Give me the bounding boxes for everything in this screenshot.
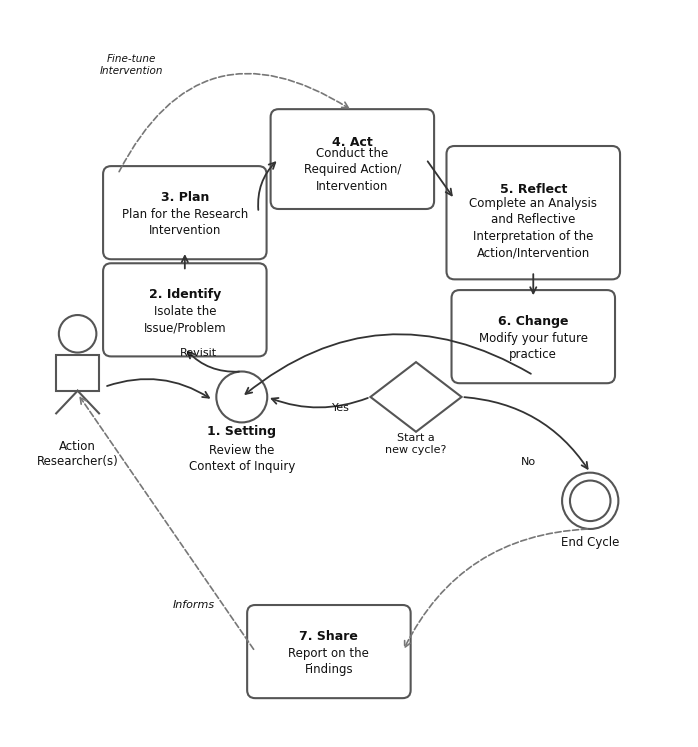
FancyBboxPatch shape	[452, 290, 615, 383]
Circle shape	[562, 473, 618, 529]
Text: 1. Setting: 1. Setting	[207, 425, 276, 438]
FancyBboxPatch shape	[56, 355, 99, 391]
Text: Review the
Context of Inquiry: Review the Context of Inquiry	[188, 444, 295, 474]
Text: Conduct the
Required Action/
Intervention: Conduct the Required Action/ Interventio…	[304, 147, 401, 193]
Text: End Cycle: End Cycle	[561, 536, 619, 549]
Text: Modify your future
practice: Modify your future practice	[479, 332, 588, 362]
Text: Fine-tune
Intervention: Fine-tune Intervention	[100, 55, 163, 76]
Text: Report on the
Findings: Report on the Findings	[288, 647, 369, 676]
Circle shape	[216, 371, 267, 422]
Text: Start a
new cycle?: Start a new cycle?	[385, 433, 447, 455]
Circle shape	[59, 315, 96, 353]
Text: Plan for the Research
Intervention: Plan for the Research Intervention	[121, 208, 248, 238]
FancyBboxPatch shape	[103, 166, 267, 259]
Circle shape	[570, 480, 611, 521]
Text: Complete an Analysis
and Reflective
Interpretation of the
Action/Intervention: Complete an Analysis and Reflective Inte…	[469, 196, 597, 259]
Text: Informs: Informs	[172, 600, 214, 610]
Text: 7. Share: 7. Share	[299, 630, 358, 642]
Text: Yes: Yes	[332, 403, 350, 412]
FancyBboxPatch shape	[447, 146, 620, 279]
FancyBboxPatch shape	[247, 605, 410, 698]
Text: 3. Plan: 3. Plan	[161, 190, 209, 204]
Text: 5. Reflect: 5. Reflect	[500, 183, 567, 196]
FancyBboxPatch shape	[103, 263, 267, 356]
Text: No: No	[521, 457, 536, 467]
FancyBboxPatch shape	[271, 109, 434, 209]
Text: Revisit: Revisit	[179, 348, 217, 359]
Polygon shape	[371, 362, 461, 432]
Text: 6. Change: 6. Change	[498, 314, 569, 328]
Text: 4. Act: 4. Act	[332, 136, 373, 149]
Text: 2. Identify: 2. Identify	[149, 288, 221, 301]
Text: Action
Researcher(s): Action Researcher(s)	[37, 440, 119, 468]
Text: Isolate the
Issue/Problem: Isolate the Issue/Problem	[144, 305, 226, 335]
